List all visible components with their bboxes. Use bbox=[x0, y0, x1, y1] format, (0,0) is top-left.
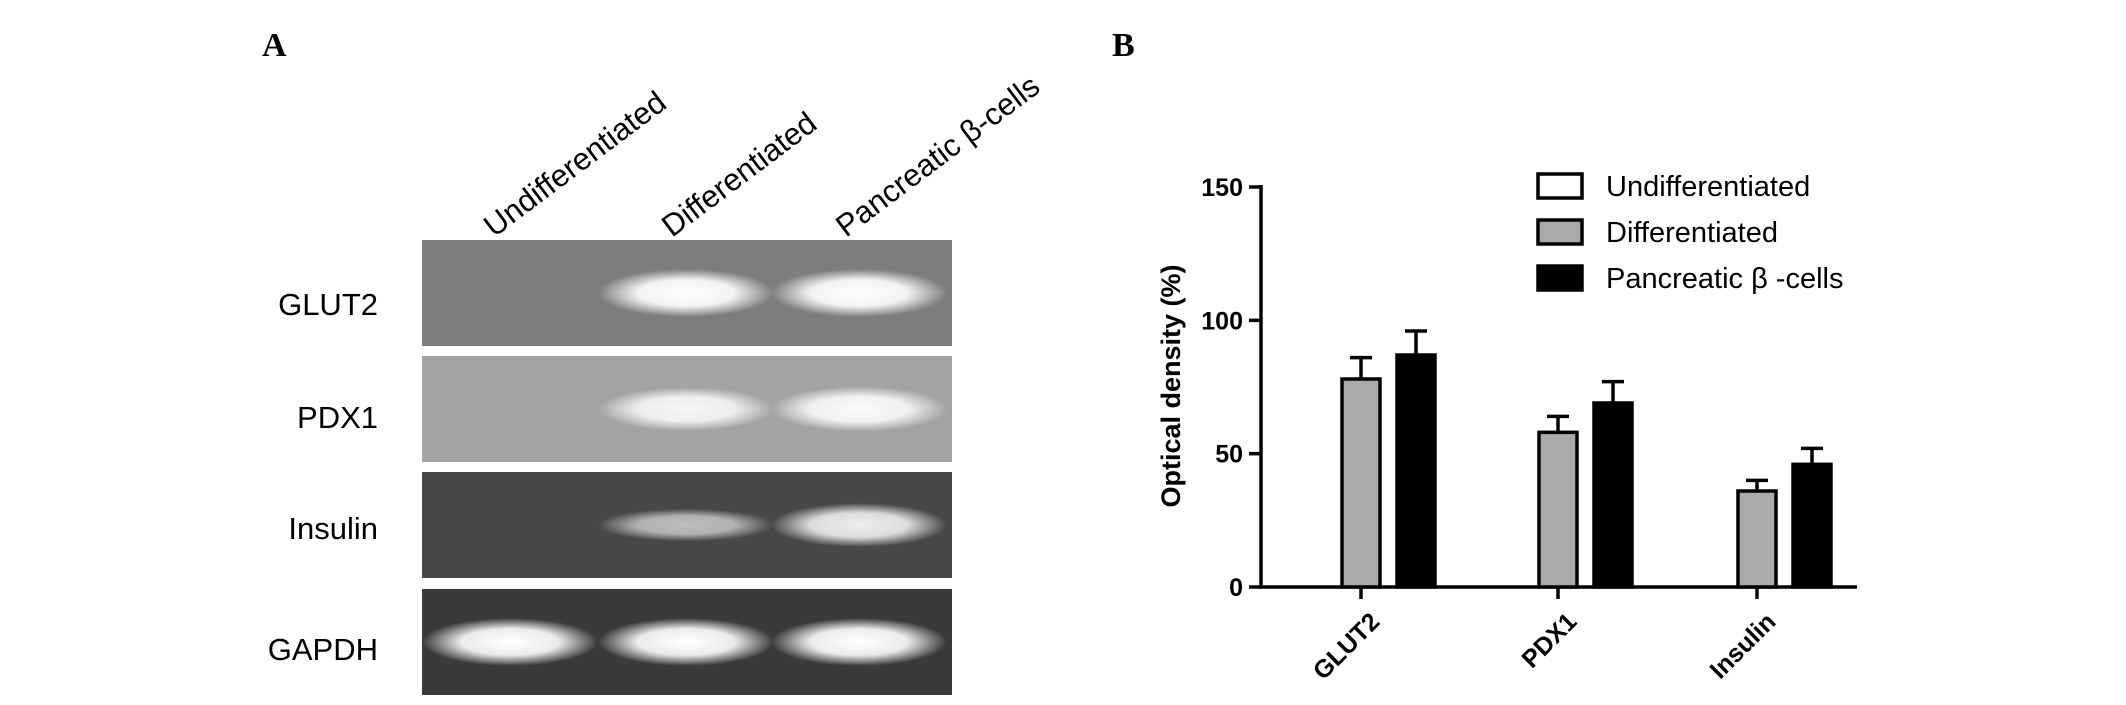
bar-insulin-pancreatic-cells bbox=[1791, 462, 1833, 589]
x-tick-label-pdx1: PDX1 bbox=[1516, 608, 1582, 674]
gel-band-gapdh-lane-3 bbox=[771, 618, 947, 666]
y-axis-label: Optical density (%) bbox=[1156, 264, 1186, 507]
bar-pdx1-differentiated bbox=[1537, 430, 1579, 589]
bars bbox=[1340, 329, 1833, 589]
row-label-gapdh: GAPDH bbox=[268, 632, 378, 667]
bar-pdx1-pancreatic-cells bbox=[1592, 401, 1634, 589]
gel-band-insulin-lane-2 bbox=[598, 508, 774, 542]
gel-band-insulin-lane-3 bbox=[771, 503, 947, 547]
gel-band-gapdh-lane-2 bbox=[598, 618, 774, 666]
gel-band-glut2-lane-3 bbox=[771, 269, 947, 317]
legend-label-pancreatic-cells: Pancreatic β -cells bbox=[1606, 263, 1843, 295]
gel-band-pdx1-lane-2 bbox=[598, 387, 774, 431]
gel-strips bbox=[422, 240, 952, 695]
row-label-pdx1: PDX1 bbox=[297, 400, 378, 435]
bar-glut2-differentiated bbox=[1340, 377, 1382, 589]
y-tick-label-0: 0 bbox=[1229, 574, 1243, 602]
row-label-insulin: Insulin bbox=[288, 511, 378, 546]
bar-insulin-differentiated bbox=[1736, 489, 1778, 589]
x-ticks: GLUT2 PDX1 Insulin bbox=[1308, 587, 1782, 686]
y-tick-label-150: 150 bbox=[1201, 174, 1243, 202]
gel-panel: A Undifferentiated Differentiated Pancre… bbox=[262, 27, 1046, 695]
panel-a-letter: A bbox=[262, 27, 287, 64]
gel-band-gapdh-lane-1 bbox=[422, 618, 598, 666]
bar-glut2-pancreatic-cells bbox=[1395, 353, 1437, 589]
x-tick-label-glut2: GLUT2 bbox=[1308, 608, 1386, 686]
legend-swatch-undifferentiated bbox=[1536, 172, 1584, 200]
y-tick-label-100: 100 bbox=[1201, 307, 1243, 335]
legend-label-differentiated: Differentiated bbox=[1606, 217, 1778, 249]
legend-swatch-pancreatic-cells bbox=[1536, 264, 1584, 292]
lane-label-pancreatic-beta-cells: Pancreatic β-cells bbox=[829, 68, 1046, 244]
legend-label-undifferentiated: Undifferentiated bbox=[1606, 171, 1810, 203]
legend: Undifferentiated Differentiated Pancreatic… bbox=[1536, 171, 1843, 295]
gel-band-pdx1-lane-3 bbox=[771, 386, 947, 432]
bar-chart-panel: B Optical density (%) 0 50 100 150 GLUT2 PDX… bbox=[1112, 27, 1857, 685]
gel-band-glut2-lane-2 bbox=[598, 269, 774, 317]
y-tick-label-50: 50 bbox=[1215, 441, 1243, 469]
panel-b-letter: B bbox=[1112, 27, 1135, 64]
y-ticks: 0 50 100 150 bbox=[1201, 174, 1261, 602]
row-label-glut2: GLUT2 bbox=[278, 287, 378, 322]
lane-label-differentiated: Differentiated bbox=[655, 105, 823, 244]
legend-swatch-differentiated bbox=[1536, 218, 1584, 246]
lane-label-undifferentiated: Undifferentiated bbox=[477, 84, 672, 243]
x-tick-label-insulin: Insulin bbox=[1705, 608, 1782, 685]
